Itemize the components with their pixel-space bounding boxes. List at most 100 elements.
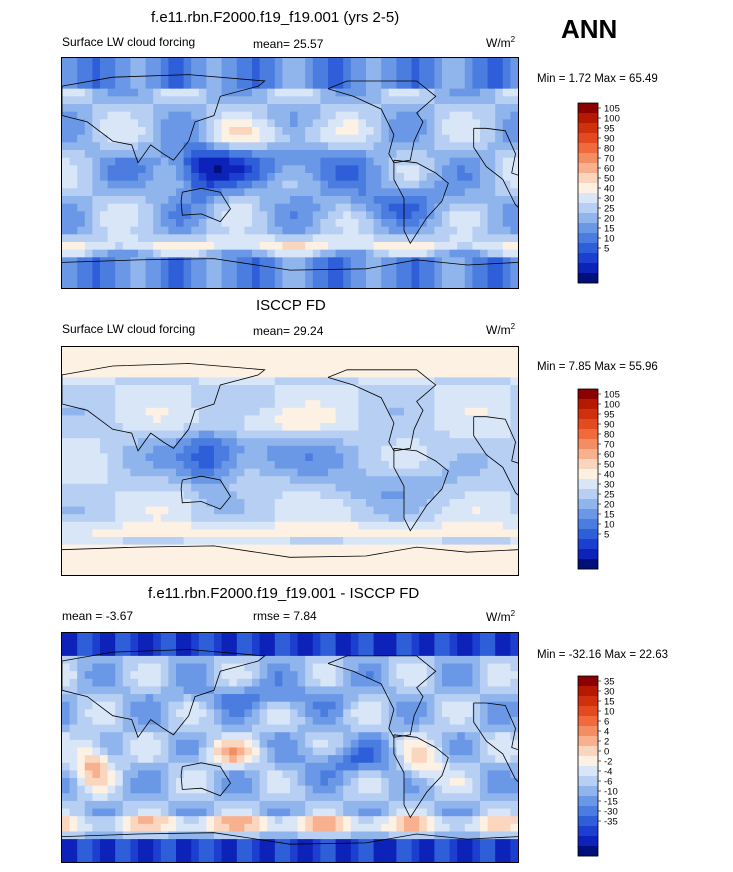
field-cell: [92, 430, 101, 439]
field-cell: [464, 445, 473, 454]
field-cell: [244, 65, 253, 74]
field-cell: [176, 732, 185, 741]
field-cell: [130, 430, 139, 439]
field-cell: [282, 762, 291, 771]
field-cell: [282, 476, 291, 485]
field-cell: [434, 686, 443, 695]
field-cell: [206, 362, 215, 371]
field-cell: [290, 755, 299, 764]
field-cell: [510, 778, 518, 787]
field-cell: [411, 165, 420, 174]
field-cell: [168, 226, 177, 235]
field-cell: [145, 655, 154, 665]
field-cell: [328, 134, 337, 143]
field-cell: [191, 739, 200, 749]
field-cell: [373, 362, 382, 371]
field-cell: [419, 196, 428, 205]
field-cell: [404, 73, 413, 82]
field-cell: [312, 134, 321, 143]
field-cell: [502, 663, 511, 672]
panel3-minmax: Min = -32.16 Max = 22.63: [537, 649, 669, 661]
field-cell: [100, 354, 109, 363]
field-cell: [457, 226, 466, 235]
field-cell: [335, 362, 344, 371]
field-cell: [442, 104, 451, 113]
field-cell: [107, 739, 116, 749]
field-cell: [495, 430, 504, 439]
field-cell: [198, 219, 207, 228]
field-cell: [502, 701, 511, 710]
field-cell: [214, 770, 223, 779]
field-cell: [183, 392, 192, 401]
field-cell: [297, 663, 306, 672]
field-cell: [305, 180, 314, 189]
field-cell: [358, 354, 367, 363]
field-cell: [411, 732, 420, 741]
field-cell: [100, 716, 109, 726]
field-cell: [419, 142, 428, 151]
field-cell: [388, 701, 397, 710]
field-cell: [138, 453, 147, 462]
field-cell: [267, 755, 276, 764]
field-cell: [426, 559, 435, 568]
field-cell: [198, 119, 207, 128]
field-cell: [282, 280, 291, 288]
field-cell: [388, 127, 397, 136]
field-cell: [366, 385, 375, 394]
field-cell: [320, 180, 329, 189]
field-cell: [198, 203, 207, 212]
field-cell: [145, 747, 154, 756]
field-cell: [373, 134, 382, 143]
field-cell: [206, 544, 215, 553]
field-cell: [107, 65, 116, 74]
field-cell: [221, 770, 230, 779]
field-cell: [396, 544, 405, 553]
field-cell: [229, 724, 238, 733]
field-cell: [191, 671, 200, 680]
field-cell: [290, 445, 299, 454]
field-cell: [419, 747, 428, 756]
field-cell: [373, 770, 382, 779]
field-cell: [457, 196, 466, 205]
field-cell: [107, 226, 116, 235]
colorbar-tick-label: 25: [604, 490, 615, 501]
field-cell: [495, 739, 504, 749]
field-cell: [115, 369, 124, 378]
field-cell: [77, 739, 86, 749]
field-cell: [198, 180, 207, 189]
field-cell: [145, 203, 154, 212]
field-cell: [267, 142, 276, 151]
field-cell: [138, 491, 147, 500]
field-cell: [145, 249, 154, 258]
field-cell: [145, 81, 154, 90]
field-cell: [229, 732, 238, 741]
field-cell: [366, 157, 375, 166]
field-cell: [442, 648, 451, 657]
field-cell: [388, 694, 397, 703]
field-cell: [510, 633, 518, 642]
field-cell: [396, 385, 405, 394]
field-cell: [343, 747, 352, 756]
field-cell: [366, 732, 375, 741]
field-cell: [419, 407, 428, 416]
field-cell: [442, 119, 451, 128]
field-cell: [107, 173, 116, 182]
field-cell: [191, 272, 200, 281]
field-cell: [62, 678, 71, 688]
field-cell: [396, 423, 405, 432]
field-cell: [229, 180, 238, 189]
field-cell: [130, 785, 139, 794]
field-cell: [138, 701, 147, 710]
field-cell: [221, 119, 230, 128]
field-cell: [502, 506, 511, 515]
field-cell: [62, 157, 71, 166]
field-cell: [252, 234, 261, 243]
field-cell: [343, 709, 352, 718]
field-cell: [373, 552, 382, 561]
field-cell: [229, 521, 238, 530]
field-cell: [457, 127, 466, 136]
field-cell: [282, 165, 291, 174]
field-cell: [138, 88, 147, 97]
field-cell: [252, 142, 261, 151]
field-cell: [381, 770, 390, 779]
